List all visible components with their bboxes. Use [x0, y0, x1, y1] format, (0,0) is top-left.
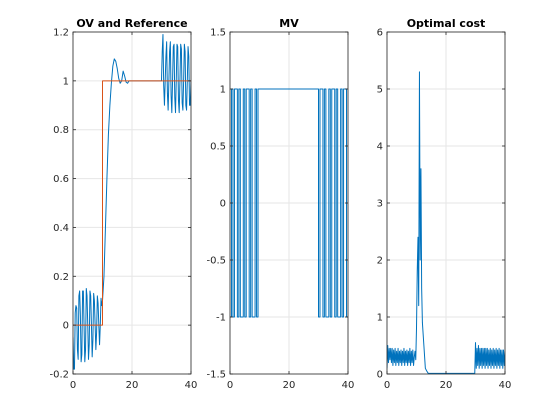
y-tick-label: 1 — [377, 313, 383, 324]
series-line-1 — [230, 88, 348, 318]
y-tick-label: 0 — [220, 199, 226, 210]
y-tick-label: 1.2 — [53, 28, 69, 39]
x-tick-label: 0 — [384, 380, 390, 391]
y-tick-label: -1 — [216, 313, 226, 324]
y-tick-label: 0.8 — [53, 125, 69, 136]
series-line-2 — [73, 80, 191, 326]
y-tick-label: 0.2 — [53, 272, 69, 283]
chart-title-mv: MV — [279, 17, 299, 30]
grid-ov — [72, 31, 192, 375]
y-tick-label: 4 — [377, 142, 383, 153]
y-tick-label: 6 — [377, 28, 383, 39]
y-tick-label: 0.6 — [53, 174, 69, 185]
y-tick-label: 1.5 — [210, 28, 226, 39]
y-tick-label: 1 — [220, 85, 226, 96]
ticks-ov: 0 20 40-0.200.20.40.60.811.2 — [49, 28, 197, 392]
series-line-1 — [73, 33, 191, 370]
plot-area-cost — [387, 71, 505, 374]
subplot-optimal-cost: 0 20 40 0 1 2 3 4 5 6 Optimal cost — [377, 17, 512, 391]
x-tick-label: 0 — [227, 380, 233, 391]
x-tick-label: 40 — [342, 380, 355, 391]
y-tick-label: 0.4 — [53, 223, 69, 234]
y-tick-label: 0.5 — [210, 142, 226, 153]
y-tick-label: 3 — [377, 199, 383, 210]
x-tick-label: 40 — [185, 380, 198, 391]
y-tick-label: 1 — [63, 76, 69, 87]
x-tick-label: 40 — [499, 380, 512, 391]
y-tick-label: 0 — [377, 370, 383, 381]
ticks-mv: 0 20 40 -1.5 -1 -0.5 0 0.5 1 1.5 — [206, 28, 354, 392]
x-tick-label: 20 — [440, 380, 453, 391]
y-tick-label: 2 — [377, 256, 383, 267]
plot-area-mv — [230, 88, 348, 318]
x-tick-label: 0 — [70, 380, 76, 391]
subplot-mv: 0 20 40 -1.5 -1 -0.5 0 0.5 1 1.5 MV — [206, 17, 354, 391]
y-tick-label: 5 — [377, 85, 383, 96]
series-line-1 — [387, 71, 505, 374]
plot-area-ov — [73, 33, 191, 370]
y-tick-label: 0 — [63, 321, 69, 332]
x-tick-label: 20 — [126, 380, 139, 391]
y-tick-label: -1.5 — [206, 370, 226, 381]
chart-title-cost: Optimal cost — [407, 17, 486, 30]
y-tick-label: -0.2 — [49, 370, 69, 381]
y-tick-label: -0.5 — [206, 256, 226, 267]
chart-title-ov: OV and Reference — [76, 17, 187, 30]
subplot-ov-and-reference: 0 20 40-0.200.20.40.60.811.2 OV and Refere… — [49, 17, 197, 391]
ticks-cost: 0 20 40 0 1 2 3 4 5 6 — [377, 28, 512, 392]
x-tick-label: 20 — [283, 380, 296, 391]
grid-cost — [386, 31, 506, 375]
